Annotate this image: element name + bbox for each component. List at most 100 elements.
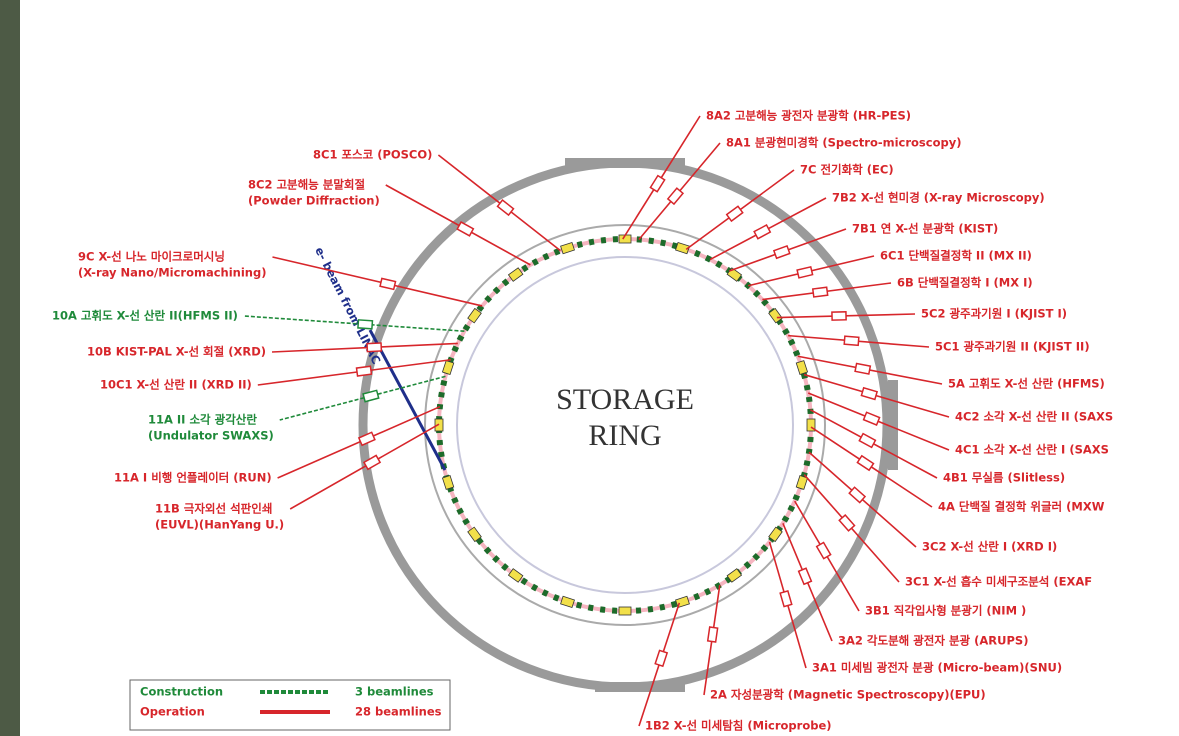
ring-block xyxy=(565,158,685,168)
beamline-label: 6C1 단백질결정학 II (MX II) xyxy=(880,249,1032,263)
magnet xyxy=(618,606,632,616)
tunnel-wall xyxy=(424,224,826,626)
beamline-label: 5C2 광주과기원 I (KJIST I) xyxy=(921,307,1067,321)
beamline xyxy=(272,256,483,307)
beamline-label: 4B1 무실름 (Slitless) xyxy=(943,471,1065,485)
hutch xyxy=(843,335,860,347)
center-title: STORAGE xyxy=(556,383,694,416)
beamline-label: 2A 자성분광학 (Magnetic Spectroscopy)(EPU) xyxy=(710,688,986,702)
hutch xyxy=(649,174,666,193)
hutch xyxy=(654,649,669,668)
ring-block xyxy=(595,682,685,692)
hutch xyxy=(379,277,397,291)
beamline-label: 8A1 분광현미경학 (Spectro-microscopy) xyxy=(726,136,961,150)
beamline xyxy=(289,423,440,510)
hutch xyxy=(797,567,813,586)
beamline-label: 4A 단백질 결정학 위글러 (MXW xyxy=(938,500,1105,514)
beamline-label: 7B1 연 X-선 분광학 (KIST) xyxy=(852,222,998,236)
hutch xyxy=(362,389,380,403)
legend-count: 3 beamlines xyxy=(355,685,434,699)
hutch xyxy=(811,286,829,298)
hutch xyxy=(779,589,793,608)
magnet xyxy=(795,360,809,375)
magnet xyxy=(467,526,482,543)
beamline xyxy=(257,358,451,386)
beamline-label: 11A II 소각 광각산란 xyxy=(148,413,257,427)
hutch xyxy=(796,265,814,279)
beamline-label: 9C X-선 나노 마이크로머시닝 xyxy=(78,250,225,264)
magnet xyxy=(441,360,455,375)
hutch xyxy=(815,541,832,560)
hutch xyxy=(362,454,382,471)
beamline-label: 7B2 X-선 현미경 (X-ray Microscopy) xyxy=(832,191,1045,205)
beamline-label: 3A2 각도분해 광전자 분광 (ARUPS) xyxy=(838,634,1028,648)
beamline-label: 4C1 소각 X-선 산란 I (SAXS xyxy=(955,443,1109,457)
magnet xyxy=(507,568,524,583)
hutch xyxy=(848,486,867,504)
hutch xyxy=(831,311,847,321)
beamline-label: 11A I 비행 언플레이터 (RUN) xyxy=(114,471,272,485)
hutch xyxy=(496,199,515,217)
photo-strip xyxy=(0,0,20,736)
hutch xyxy=(753,224,772,240)
legend-count: 28 beamlines xyxy=(355,705,442,719)
beamline-label: 3C1 X-선 흡수 미세구조분석 (EXAF xyxy=(905,575,1092,589)
magnet xyxy=(768,526,783,543)
magnet xyxy=(560,595,575,609)
hutch xyxy=(858,432,877,449)
beamline-label: 11B 극자외선 석판인쇄 xyxy=(155,502,272,516)
magnet xyxy=(507,267,524,282)
legend-label: Operation xyxy=(140,705,205,719)
hutch xyxy=(725,205,744,223)
hutch xyxy=(856,454,875,472)
beamline-label: 3B1 직각입사형 분광기 (NIM ) xyxy=(865,604,1026,618)
magnet xyxy=(768,307,783,324)
beamline-label: 5A 고휘도 X-선 산란 (HFMS) xyxy=(948,377,1105,391)
legend-label: Construction xyxy=(140,685,223,699)
inner-circle xyxy=(456,256,794,594)
beamline-label: (EUVL)(HanYang U.) xyxy=(155,518,284,532)
magnet xyxy=(675,241,690,255)
hutch xyxy=(862,411,881,426)
magnet xyxy=(560,241,575,255)
beamline xyxy=(271,342,458,353)
hutch xyxy=(838,514,856,532)
beamline-label: 7C 전기화학 (EC) xyxy=(800,163,894,177)
beamline-label: (X-ray Nano/Micromachining) xyxy=(78,266,266,280)
beamline-label: 10C1 X-선 산란 II (XRD II) xyxy=(100,378,252,392)
beamline xyxy=(279,375,446,421)
hutch xyxy=(860,386,879,401)
beamline-label: 5C1 광주과기원 II (KJIST II) xyxy=(935,340,1090,354)
magnet xyxy=(441,475,455,490)
beamline-label: 3A1 미세빔 광전자 분광 (Micro-beam)(SNU) xyxy=(812,661,1062,675)
beamline-label: (Powder Diffraction) xyxy=(248,194,380,208)
beamline-label: 8A2 고분해능 광전자 분광학 (HR-PES) xyxy=(706,109,911,123)
beamline xyxy=(243,315,465,332)
beamline-label: 8C1 포스코 (POSCO) xyxy=(313,148,432,162)
linac-beam xyxy=(368,329,447,471)
legend-box xyxy=(129,679,451,731)
beamline-label: 1B2 X-선 미세탐침 (Microprobe) xyxy=(645,719,832,733)
center-title: RING xyxy=(588,419,661,452)
hutch xyxy=(706,626,719,643)
beamline-label: (Undulator SWAXS) xyxy=(148,429,274,443)
beamline-label: 3C2 X-선 산란 I (XRD I) xyxy=(922,540,1057,554)
magnet xyxy=(726,568,743,583)
hutch xyxy=(355,365,373,377)
magnet xyxy=(795,475,809,490)
hutch xyxy=(456,221,475,237)
beamline-label: 10B KIST-PAL X-선 회절 (XRD) xyxy=(87,345,266,359)
ring-block xyxy=(888,380,898,470)
hutch xyxy=(854,362,872,375)
hutch xyxy=(357,319,374,330)
beamline-label: 4C2 소각 X-선 산란 II (SAXS xyxy=(955,410,1113,424)
hutch xyxy=(357,431,376,447)
beamline-label: 8C2 고분해능 분말회절 xyxy=(248,178,365,192)
hutch xyxy=(772,245,791,260)
beamline xyxy=(385,184,531,266)
beamline-label: 6B 단백질결정학 I (MX I) xyxy=(897,276,1033,290)
beamline xyxy=(277,405,441,479)
hutch xyxy=(666,187,685,206)
beamline-label: 10A 고휘도 X-선 산란 II(HFMS II) xyxy=(52,309,238,323)
